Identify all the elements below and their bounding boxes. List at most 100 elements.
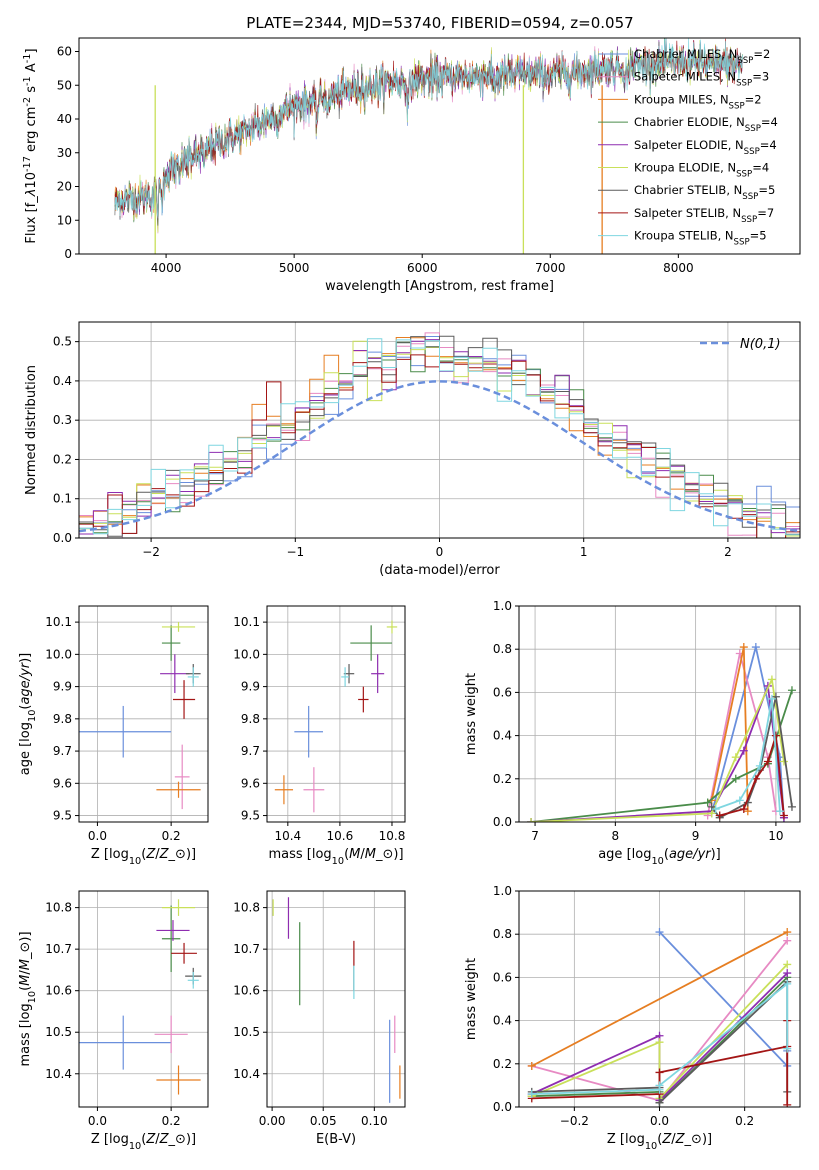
y-tick-label: 10.4 — [233, 1067, 260, 1081]
legend-label-kroupa-stelib: Kroupa STELIB, NSSP=5 — [634, 229, 767, 248]
weight-line-salpeter-stelib — [719, 735, 785, 817]
weight-marker-chabrier-miles — [751, 643, 760, 652]
weight-marker-kroupa-stelib — [527, 1090, 536, 1099]
weight-marker-kroupa-stelib — [711, 805, 720, 814]
y-tick-label: 10.6 — [233, 984, 260, 998]
weight-marker-chabrier-miles — [655, 928, 664, 937]
weight-marker-kroupa-stelib — [783, 1044, 792, 1053]
weight-marker-kroupa-stelib — [775, 807, 784, 816]
x-tick-label: 7 — [531, 829, 539, 843]
x-tick-label: 10 — [768, 829, 783, 843]
legend-label-kroupa-elodie: Kroupa ELODIE, NSSP=4 — [634, 161, 769, 180]
spectrum-line-kroupa-stelib — [114, 38, 743, 219]
y-tick-label: 10.5 — [233, 1025, 260, 1039]
x-tick-label: 0.0 — [88, 1114, 107, 1128]
weight-marker-kroupa-miles — [743, 807, 752, 816]
errorbar-chabrier-miles — [79, 1015, 172, 1070]
axes-frame — [78, 605, 209, 823]
axes-frame — [518, 605, 801, 823]
y-tick-label: 0.6 — [493, 685, 512, 699]
y-tick-label: 0.1 — [53, 492, 72, 506]
x-tick-label: 0.00 — [259, 1114, 286, 1128]
plot-area — [79, 332, 800, 538]
errorbar-chabrier-elodie — [350, 625, 392, 661]
x-tick-label: 4000 — [151, 261, 182, 275]
weight-marker-kroupa-elodie — [779, 757, 788, 766]
legend-label-salpeter-stelib: Salpeter STELIB, NSSP=7 — [634, 206, 774, 225]
errorbar-kroupa-stelib — [187, 667, 199, 687]
x-tick-label: −1 — [286, 545, 304, 559]
spectrum-legend: Chabrier MILES, NSSP=2 Salpeter MILES, NS… — [598, 47, 778, 248]
errorbar-salpeter-miles — [303, 767, 325, 813]
y-tick-label: 9.9 — [241, 680, 260, 694]
plot-area — [527, 643, 796, 822]
x-tick-label: 6000 — [407, 261, 438, 275]
y-tick-label: 0.3 — [53, 413, 72, 427]
errorbar-salpeter-elodie — [160, 654, 190, 694]
y-tick-label: 10.8 — [45, 901, 72, 915]
panel-spectrum: 4000 5000 6000 7000 8000 0 10 20 30 40 50 60 wavelen… — [22, 37, 801, 294]
legend-label-chabrier-stelib: Chabrier STELIB, NSSP=5 — [634, 183, 775, 202]
legend-label-kroupa-miles: Kroupa MILES, NSSP=2 — [634, 92, 762, 111]
weight-marker-kroupa-stelib — [767, 694, 776, 703]
x-tick-label: 0.05 — [310, 1114, 337, 1128]
y-tick-label: 10.8 — [233, 901, 260, 915]
panel-residual-histogram: −2 −1 0 1 2 0.0 0.1 0.2 0.3 0.4 0.5 (data-model)/er… — [24, 321, 801, 578]
x-axis-label: Z [log10(Z/Z_⊙)] — [607, 1132, 712, 1152]
y-tick-label: 0.2 — [493, 1057, 512, 1071]
y-axis-label: Flux [f_λ10-17 erg cm-2 s-1 A-1] — [22, 48, 40, 243]
weight-marker-salpeter-miles — [783, 936, 792, 945]
y-tick-label: 0.0 — [53, 531, 72, 545]
y-axis-label: Normed distribution — [24, 365, 39, 495]
y-tick-label: 50 — [57, 78, 72, 92]
errorbar-salpeter-elodie — [156, 920, 190, 941]
errorbar-kroupa-miles — [274, 775, 294, 805]
y-tick-label: 9.7 — [241, 744, 260, 758]
weight-marker-chabrier-stelib — [655, 1098, 664, 1107]
weight-marker-salpeter-stelib — [655, 1068, 664, 1077]
x-tick-label: 10.8 — [379, 829, 406, 843]
y-tick-label: 10.1 — [233, 615, 260, 629]
y-tick-label: 0.2 — [53, 452, 72, 466]
y-tick-label: 9.6 — [53, 776, 72, 790]
x-tick-label: 0.0 — [650, 1114, 669, 1128]
y-tick-label: 1.0 — [493, 599, 512, 613]
errorbar-kroupa-miles — [156, 1065, 201, 1095]
x-tick-label: −2 — [142, 545, 160, 559]
y-tick-label: 20 — [57, 180, 72, 194]
y-tick-label: 10.7 — [233, 942, 260, 956]
x-axis-label: age [log10(age/yr)] — [598, 847, 721, 867]
plot-area — [274, 620, 398, 813]
x-axis-label: (data-model)/error — [379, 563, 500, 578]
weight-marker-salpeter-stelib — [779, 811, 788, 820]
x-axis-label: mass [log10(M/M_⊙)] — [268, 847, 403, 867]
plot-area — [79, 622, 201, 810]
histogram-kroupa-stelib — [79, 338, 800, 536]
y-tick-label: 9.5 — [53, 809, 72, 823]
weight-marker-chabrier-elodie — [787, 686, 796, 695]
y-tick-label: 9.6 — [241, 776, 260, 790]
y-tick-label: 60 — [57, 45, 72, 59]
x-axis-label: Z [log10(Z/Z_⊙)] — [91, 847, 196, 867]
panel-weight-vs-Z: −0.2 0.0 0.2 0.0 0.2 0.4 0.6 0.8 1.0 Z [log10(Z/Z… — [464, 884, 801, 1152]
y-tick-label: 10.1 — [45, 615, 72, 629]
weight-marker-chabrier-elodie — [703, 798, 712, 807]
errorbar-chabrier-miles — [294, 705, 323, 758]
weight-marker-salpeter-elodie — [739, 746, 748, 755]
errorbar-kroupa-elodie — [386, 620, 398, 634]
y-tick-label: 10.7 — [45, 942, 72, 956]
x-tick-label: 0.0 — [88, 829, 107, 843]
x-tick-label: −0.2 — [560, 1114, 589, 1128]
x-tick-label: 9 — [692, 829, 700, 843]
panel-age-vs-mass: 10.4 10.6 10.8 9.5 9.6 9.7 9.8 9.9 10.0 10.1 mass … — [233, 605, 406, 867]
y-tick-label: 9.8 — [53, 712, 72, 726]
y-tick-label: 30 — [57, 146, 72, 160]
weight-marker-kroupa-stelib — [735, 796, 744, 805]
weight-line-kroupa-miles — [710, 646, 749, 812]
x-tick-label: 7000 — [535, 261, 566, 275]
legend-label-salpeter-miles: Salpeter MILES, NSSP=3 — [634, 70, 769, 89]
weight-marker-kroupa-stelib — [755, 761, 764, 770]
weight-marker-kroupa-miles — [739, 643, 748, 652]
panel-age-vs-Z: 0.0 0.2 9.5 9.6 9.7 9.8 9.9 10.0 10.1 Z [log10(Z/… — [18, 605, 209, 867]
